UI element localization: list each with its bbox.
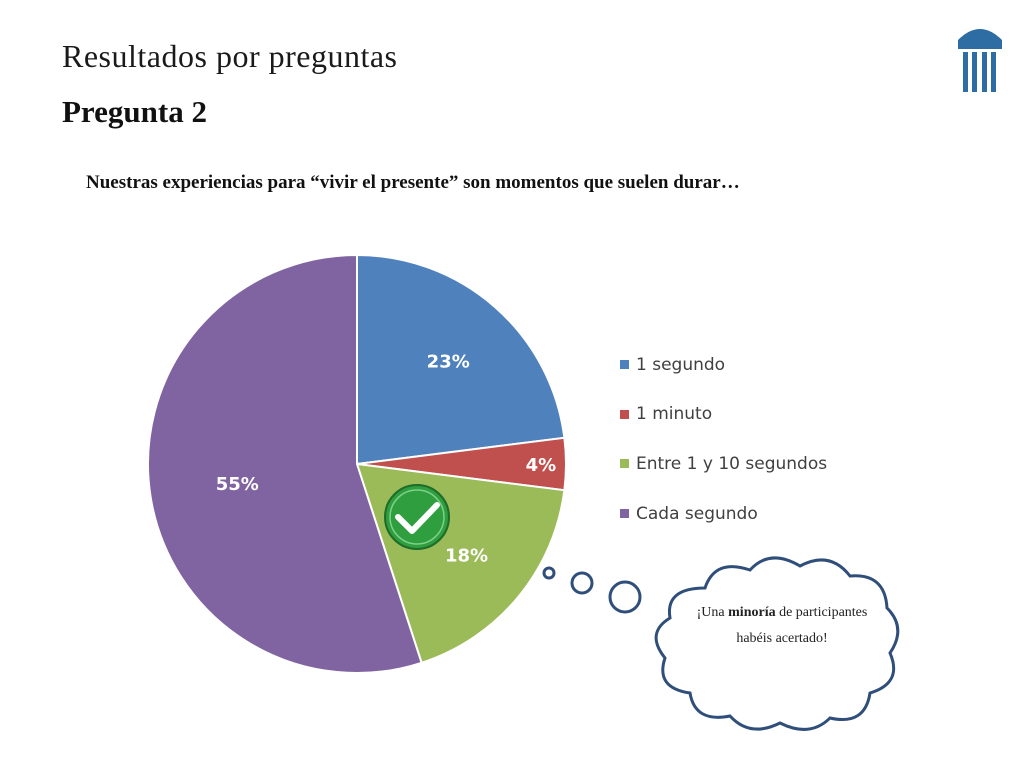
thought-bubble <box>608 580 642 614</box>
pie-data-label: 4% <box>526 455 557 476</box>
legend-label: 1 minuto <box>636 404 713 425</box>
legend-item: 1 segundo <box>620 352 827 377</box>
pie-data-label: 23% <box>427 352 470 373</box>
cloud-text-start: ¡Una <box>696 605 729 620</box>
thought-cloud <box>654 556 900 731</box>
thought-bubble <box>542 566 556 580</box>
pie-data-label: 55% <box>216 474 259 495</box>
institution-logo-icon <box>958 29 1002 92</box>
chart-legend: 1 segundo 1 minuto Entre 1 y 10 segundos… <box>620 352 827 551</box>
cloud-message: ¡Una minoría de participantes habéis ace… <box>692 600 872 652</box>
legend-label: Cada segundo <box>636 503 758 524</box>
pie-slice <box>147 253 423 674</box>
legend-swatch <box>620 459 629 469</box>
cloud-text-emphasis: minoría <box>728 605 776 620</box>
cloud-text-end: de participantes habéis acertado! <box>736 605 868 646</box>
legend-label: Entre 1 y 10 segundos <box>636 453 828 474</box>
question-text: Nuestras experiencias para “vivir el pre… <box>86 172 740 193</box>
pie-data-label: 18% <box>445 546 488 567</box>
legend-swatch <box>620 360 629 369</box>
check-icon <box>384 484 450 550</box>
legend-label: 1 segundo <box>636 354 726 375</box>
legend-item: Cada segundo <box>620 501 827 526</box>
legend-item: Entre 1 y 10 segundos <box>620 451 827 476</box>
slide-title: Resultados por preguntas <box>62 38 398 74</box>
thought-bubble <box>570 571 594 595</box>
legend-item: 1 minuto <box>620 402 827 427</box>
pie-slice <box>356 253 566 466</box>
legend-swatch <box>620 409 629 419</box>
legend-swatch <box>620 509 629 519</box>
slide-subtitle: Pregunta 2 <box>62 94 207 129</box>
